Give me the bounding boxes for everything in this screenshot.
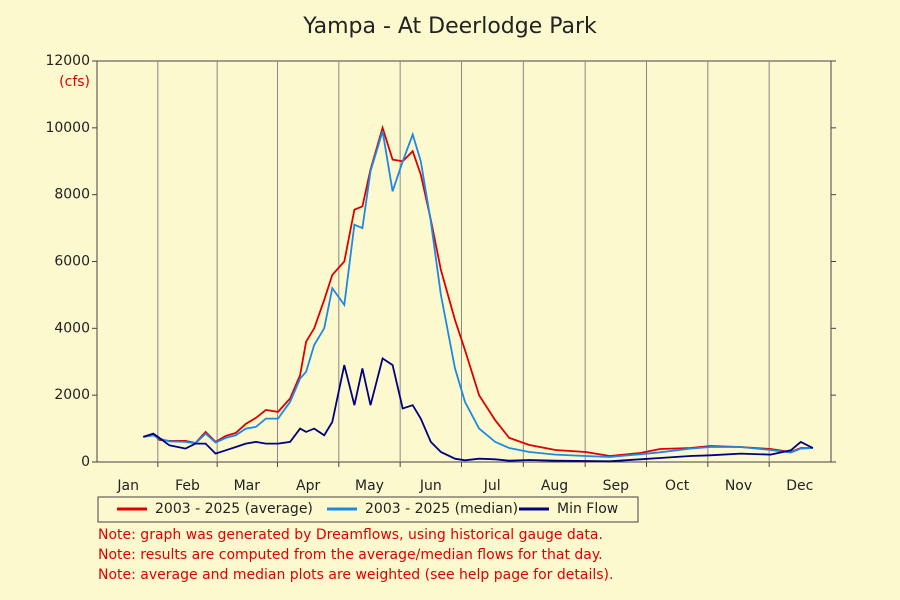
note: Note: results are computed from the aver… <box>98 547 603 563</box>
y-tick-label: 0 <box>81 454 90 470</box>
series-line <box>143 124 813 457</box>
x-tick-label: Aug <box>541 478 568 494</box>
y-axis-label: (cfs) <box>59 74 90 90</box>
series-line <box>143 356 814 463</box>
legend <box>97 496 639 523</box>
legend-label: 2003 - 2025 (median) <box>365 501 518 517</box>
x-tick-label: Apr <box>296 478 320 494</box>
y-tick-label: 4000 <box>54 320 90 336</box>
x-tick-label: Mar <box>234 478 261 494</box>
y-tick-label: 2000 <box>54 387 90 403</box>
x-tick-label: May <box>355 478 384 494</box>
note: Note: graph was generated by Dreamflows,… <box>98 527 603 543</box>
y-tick-label: 10000 <box>45 120 90 136</box>
chart-title: Yampa - At Deerlodge Park <box>302 14 597 39</box>
x-tick-label: Feb <box>175 478 200 494</box>
x-tick-label: Oct <box>665 478 690 494</box>
legend-label: Min Flow <box>557 501 618 517</box>
y-tick-label: 8000 <box>54 187 90 203</box>
x-tick-label: Dec <box>786 478 813 494</box>
y-tick-label: 12000 <box>45 53 90 69</box>
y-tick-label: 6000 <box>54 254 90 270</box>
series-line <box>143 130 813 458</box>
legend-label: 2003 - 2025 (average) <box>155 501 313 517</box>
x-tick-label: Nov <box>725 478 752 494</box>
x-tick-label: Jan <box>116 478 139 494</box>
x-tick-label: Jul <box>483 478 501 494</box>
x-tick-label: Sep <box>603 478 630 494</box>
x-tick-label: Jun <box>419 478 442 494</box>
note: Note: average and median plots are weigh… <box>98 567 613 583</box>
